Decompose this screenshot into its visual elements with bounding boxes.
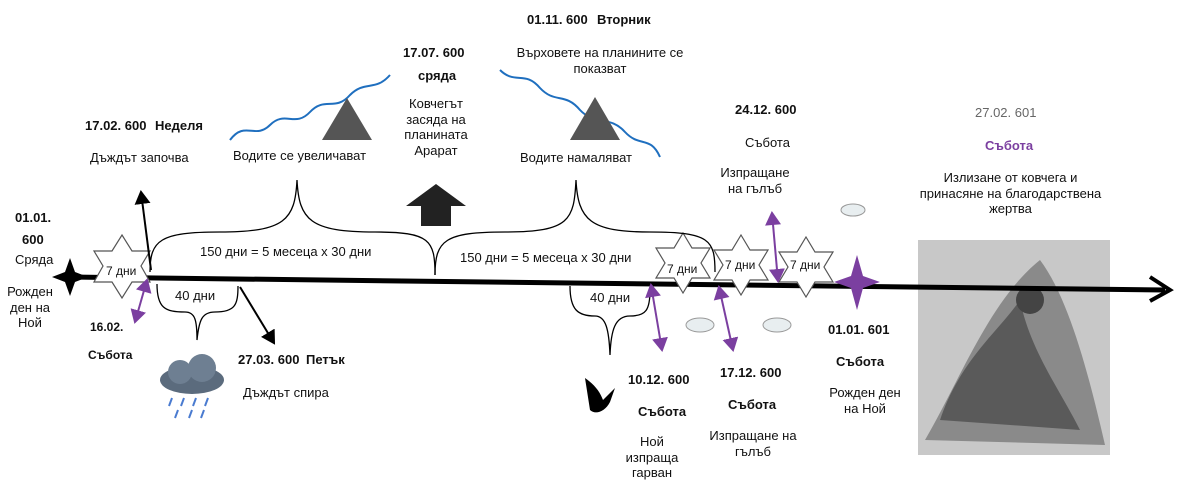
doves xyxy=(685,203,866,333)
date-year: 600 xyxy=(22,232,44,247)
week-label: 7 дни xyxy=(667,262,698,276)
timeline xyxy=(69,274,1166,293)
week-stars xyxy=(92,231,835,300)
date: 17.12. 600 xyxy=(720,365,782,380)
day: Събота xyxy=(985,138,1034,153)
event-text: Ной изпраща гарван xyxy=(625,434,679,481)
day: сряда xyxy=(418,68,457,83)
day: Събота xyxy=(638,404,687,419)
date: 17.07. 600 xyxy=(403,45,465,60)
event-text: Рожден ден на Ной xyxy=(829,385,901,416)
arrow xyxy=(134,190,152,271)
day: Петък xyxy=(306,352,345,367)
engraving xyxy=(918,240,1110,455)
wave xyxy=(229,74,391,141)
event-text: Дъждът спира xyxy=(243,385,329,400)
end-star xyxy=(834,255,880,310)
waters-label: Водите се увеличават xyxy=(233,148,367,163)
raven xyxy=(585,378,615,413)
day: Неделя xyxy=(155,118,203,133)
event-text: Рожден ден на Ной xyxy=(7,284,53,331)
duration-label: 40 дни xyxy=(590,290,631,305)
mountain xyxy=(322,98,372,140)
start-star xyxy=(52,258,88,296)
day: Събота xyxy=(88,348,133,362)
day: Сряда xyxy=(15,252,54,267)
week-label: 7 дни xyxy=(725,258,756,272)
date: 10.12. 600 xyxy=(628,372,690,387)
event-text: Излизане от ковчега и принасяне на благо… xyxy=(919,170,1102,217)
mountain xyxy=(570,97,620,140)
timeline-arrow xyxy=(1148,275,1174,303)
duration-label: 40 дни xyxy=(175,288,216,303)
duration-label: 150 дни = 5 месеца х 30 дни xyxy=(200,244,372,259)
cloud xyxy=(160,354,224,419)
day: Събота xyxy=(745,135,790,150)
arrow xyxy=(239,286,276,345)
day: Вторник xyxy=(597,12,651,27)
wave xyxy=(499,69,661,158)
braces xyxy=(149,179,716,356)
event-text: Изпращане на гълъб xyxy=(720,165,790,196)
purple-arrows xyxy=(130,211,785,352)
date: 24.12. 600 xyxy=(735,102,797,117)
date: 17.02. 600 xyxy=(85,118,147,133)
event-text: Върховете на планините се показват xyxy=(516,45,684,76)
date: 27.03. 600 xyxy=(238,352,300,367)
date: 01.01. 601 xyxy=(828,322,890,337)
event-text: Изпращане на гълъб xyxy=(709,428,797,459)
week-label: 7 дни xyxy=(790,258,821,272)
event-text: Ковчегът засяда на планината Арарат xyxy=(404,96,468,158)
duration-label: 150 дни = 5 месеца х 30 дни xyxy=(460,250,632,265)
day: Събота xyxy=(836,354,885,369)
date: 27.02. 601 xyxy=(975,105,1037,120)
week-label: 7 дни xyxy=(106,264,137,278)
date: 16.02. xyxy=(90,320,124,334)
event-text: Дъждът започва xyxy=(90,150,189,165)
waters-label: Водите намаляват xyxy=(520,150,632,165)
date: 01.11. 600 xyxy=(527,12,588,27)
date: 01.01. xyxy=(15,210,52,225)
up-arrow xyxy=(406,184,466,226)
day: Събота xyxy=(728,397,777,412)
